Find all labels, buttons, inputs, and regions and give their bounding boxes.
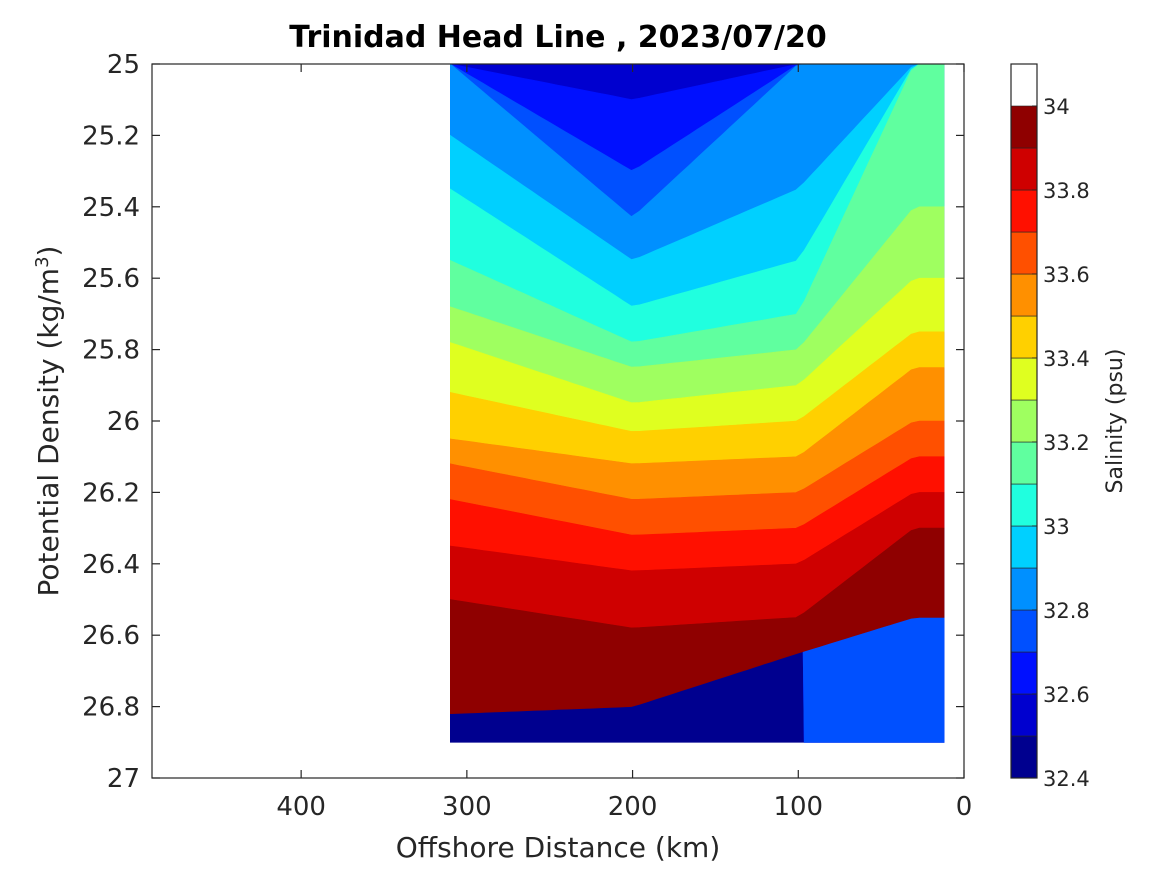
- y-tick-label: 26.8: [82, 693, 140, 723]
- x-tick-label: 400: [276, 792, 326, 822]
- salinity-contour-field: [450, 64, 945, 743]
- colorbar-ticks: 32.4 32.6 32.8 33 33.2 33.4 33.6 33.8 34: [1032, 95, 1090, 791]
- colorbar-swatch: [1010, 651, 1038, 695]
- y-tick-label: 25.6: [82, 264, 140, 294]
- colorbar-swatch: [1010, 189, 1038, 233]
- y-axis-label-main: Potential Density (kg/m: [32, 268, 65, 597]
- colorbar-swatch: [1010, 735, 1038, 779]
- colorbar-tick-label: 33.2: [1043, 431, 1090, 455]
- colorbar-tick-label: 32.6: [1043, 683, 1090, 707]
- chart-title: Trinidad Head Line , 2023/07/20: [289, 20, 826, 55]
- colorbar-tick-label: 33.6: [1043, 263, 1090, 287]
- y-tick-label: 26.6: [82, 621, 140, 651]
- x-tick-label: 300: [442, 792, 492, 822]
- colorbar-swatch: [1010, 399, 1038, 443]
- colorbar-tick-label: 32.4: [1043, 767, 1090, 791]
- colorbar-swatch: [1010, 357, 1038, 401]
- x-tick-label: 0: [956, 792, 973, 822]
- y-axis-label: Potential Density (kg/m3): [32, 246, 66, 597]
- colorbar-frame: [1010, 63, 1038, 779]
- y-tick-label: 25.8: [82, 336, 140, 366]
- colorbar-swatch: [1010, 609, 1038, 653]
- colorbar-swatch: [1010, 231, 1038, 275]
- y-tick-label: 25.4: [82, 193, 140, 223]
- colorbar-label: Salinity (psu): [1103, 349, 1128, 494]
- y-axis-label-close: ): [32, 246, 65, 257]
- y-tick-label: 26: [107, 407, 140, 437]
- colorbar-swatch: [1010, 315, 1038, 359]
- x-tick-label: 100: [773, 792, 823, 822]
- y-axis-label-superscript: 3: [32, 256, 53, 267]
- colorbar-tick-label: 33.4: [1043, 347, 1090, 371]
- colorbar-swatch: [1010, 147, 1038, 191]
- colorbar-swatch: [1010, 105, 1038, 149]
- colorbar-swatch: [1010, 441, 1038, 485]
- x-axis-label: Offshore Distance (km): [396, 831, 721, 864]
- y-tick-label: 27: [107, 764, 140, 794]
- colorbar-swatch: [1010, 483, 1038, 527]
- x-axis-ticks: 400 300 200 100 0: [276, 64, 972, 822]
- colorbar-tick-label: 34: [1043, 95, 1070, 119]
- y-tick-label: 26.2: [82, 478, 140, 508]
- y-tick-label: 25.2: [82, 121, 140, 151]
- colorbar: [1010, 105, 1038, 779]
- y-tick-label: 26.4: [82, 550, 140, 580]
- colorbar-swatch: [1010, 273, 1038, 317]
- colorbar-swatch: [1010, 693, 1038, 737]
- x-tick-label: 200: [608, 792, 658, 822]
- colorbar-tick-label: 33.8: [1043, 179, 1090, 203]
- colorbar-tick-label: 32.8: [1043, 599, 1090, 623]
- colorbar-swatch: [1010, 567, 1038, 611]
- y-tick-label: 25: [107, 50, 140, 80]
- colorbar-tick-label: 33: [1043, 515, 1070, 539]
- y-axis-ticks: 25 25.2 25.4 25.6 25.8 26 26.2 26.4 26.6 26.8 27: [82, 50, 964, 794]
- colorbar-swatch: [1010, 525, 1038, 569]
- salinity-band: [450, 527, 945, 715]
